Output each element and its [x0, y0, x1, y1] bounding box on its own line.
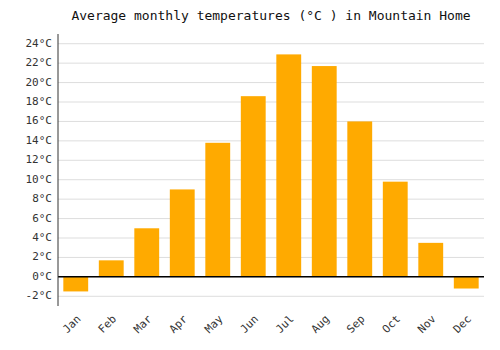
x-tick-label: Feb — [96, 313, 119, 336]
bar — [241, 96, 266, 277]
x-tick-label: Oct — [380, 313, 403, 336]
bar — [276, 54, 301, 276]
bar — [170, 189, 195, 276]
grid-line — [58, 276, 484, 277]
title: Average monthly temperatures (°C ) in Mo… — [71, 8, 470, 23]
bars — [63, 54, 478, 291]
bar — [312, 66, 337, 277]
grid-line — [58, 238, 484, 239]
x-axis: Jan Feb Mar Apr May Jun Jul Aug Sep Oct Nov Dec — [60, 312, 474, 336]
y-tick-label: 8°C — [32, 192, 52, 205]
grid-line — [58, 82, 484, 83]
grid — [58, 44, 484, 297]
y-tick-label: 6°C — [32, 212, 52, 225]
bar — [99, 260, 124, 277]
x-tick-label: Apr — [167, 312, 191, 336]
zero-line — [58, 276, 484, 278]
x-tick-label: Dec — [451, 313, 474, 336]
grid-line — [58, 160, 484, 161]
bar — [205, 143, 230, 277]
y-tick-label: 12°C — [26, 153, 53, 166]
y-tick-label: 4°C — [32, 231, 52, 244]
y-tick-label: 18°C — [26, 95, 53, 108]
grid-line — [58, 218, 484, 219]
y-tick-label: -2°C — [26, 289, 53, 302]
chart-container: -2°C 0°C 2°C 4°C 6°C 8°C 10°C 12°C 14°C 16°C 18°C 2… — [0, 0, 500, 350]
bar — [383, 182, 408, 277]
y-tick-label: 10°C — [26, 173, 53, 186]
grid-line — [58, 102, 484, 103]
y-tick-label: 16°C — [26, 114, 53, 127]
x-tick-label: Jan — [60, 313, 83, 336]
grid-line — [58, 140, 484, 141]
y-tick-label: 14°C — [26, 134, 53, 147]
chart: -2°C 0°C 2°C 4°C 6°C 8°C 10°C 12°C 14°C 16°C 18°C 2… — [0, 0, 500, 350]
bar — [347, 121, 372, 276]
y-axis-line — [58, 34, 59, 306]
y-tick-label: 24°C — [26, 37, 53, 50]
bar — [418, 243, 443, 277]
x-tick-label: Jul — [273, 313, 296, 336]
grid-line — [58, 296, 484, 297]
bar — [134, 228, 159, 277]
x-tick-label: Aug — [309, 313, 332, 336]
grid-line — [58, 199, 484, 200]
x-tick-label: Nov — [415, 312, 439, 336]
y-tick-label: 22°C — [26, 56, 53, 69]
grid-line — [58, 43, 484, 44]
y-tick-label: 20°C — [26, 76, 53, 89]
x-tick-label: Mar — [131, 312, 155, 336]
x-tick-label: Sep — [344, 313, 367, 336]
y-axis: -2°C 0°C 2°C 4°C 6°C 8°C 10°C 12°C 14°C 16°C 18°C 2… — [26, 37, 53, 303]
bar — [63, 277, 88, 292]
y-tick-label: 0°C — [32, 270, 52, 283]
grid-line — [58, 63, 484, 64]
x-tick-label: May — [202, 312, 226, 336]
y-tick-label: 2°C — [32, 250, 52, 263]
x-tick-label: Jun — [238, 313, 261, 336]
grid-line — [58, 121, 484, 122]
bar — [454, 277, 479, 289]
grid-line — [58, 179, 484, 180]
